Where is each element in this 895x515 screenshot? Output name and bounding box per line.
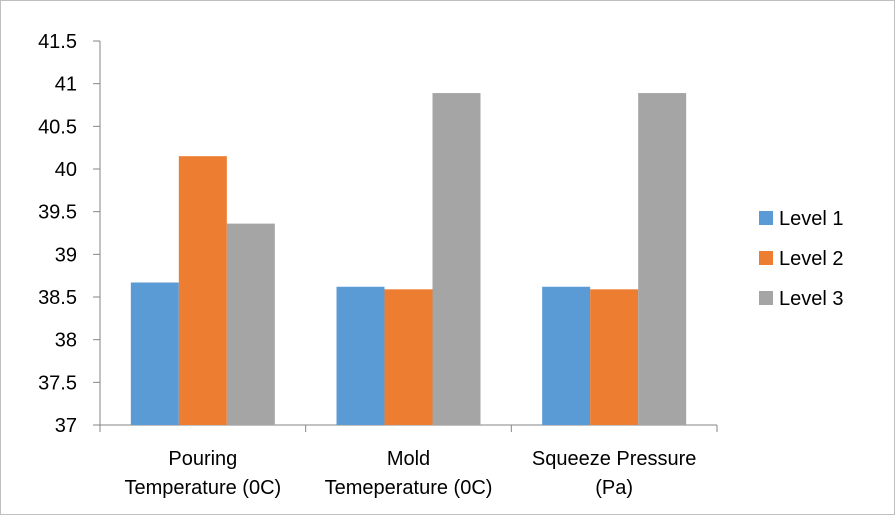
y-tick-label: 40 (55, 159, 77, 181)
bar-level-1 (130, 282, 179, 425)
y-tick-label: 37 (55, 415, 77, 437)
y-tick-label: 37.5 (38, 372, 77, 394)
x-category-label: Pouring Temperature (0C) (124, 448, 281, 499)
bars (130, 93, 687, 425)
x-axis-labels: Pouring Temperature (0C) Mold Temeperature … (124, 448, 696, 499)
y-tick-label: 38.5 (38, 287, 77, 309)
y-tick-label: 40.5 (38, 116, 77, 138)
legend-label: Level 2 (779, 248, 844, 270)
bar-level-1 (336, 286, 385, 425)
legend-swatch (759, 251, 773, 265)
y-tick-label: 41 (55, 74, 77, 96)
bar-level-3 (226, 223, 275, 425)
bar-level-3 (638, 93, 687, 425)
legend-swatch (759, 291, 773, 305)
x-category-label: Squeeze Pressure (Pa) (532, 448, 697, 499)
x-category-label: Mold Temeperature (0C) (325, 448, 493, 499)
legend-label: Level 1 (779, 208, 844, 230)
bar-level-3 (432, 93, 481, 425)
y-axis-ticks: 37 37.5 38 38.5 39 39.5 40 40.5 41 41.5 (38, 31, 100, 437)
y-tick-label: 41.5 (38, 31, 77, 53)
legend-swatch (759, 211, 773, 225)
bar-level-2 (384, 289, 433, 425)
y-tick-label: 38 (55, 330, 77, 352)
legend-label: Level 3 (779, 288, 844, 310)
y-tick-label: 39 (55, 244, 77, 266)
legend: Level 1 Level 2 Level 3 (759, 208, 844, 310)
bar-level-1 (542, 286, 591, 425)
y-tick-label: 39.5 (38, 202, 77, 224)
bar-level-2 (590, 289, 639, 425)
bar-level-2 (178, 156, 227, 425)
